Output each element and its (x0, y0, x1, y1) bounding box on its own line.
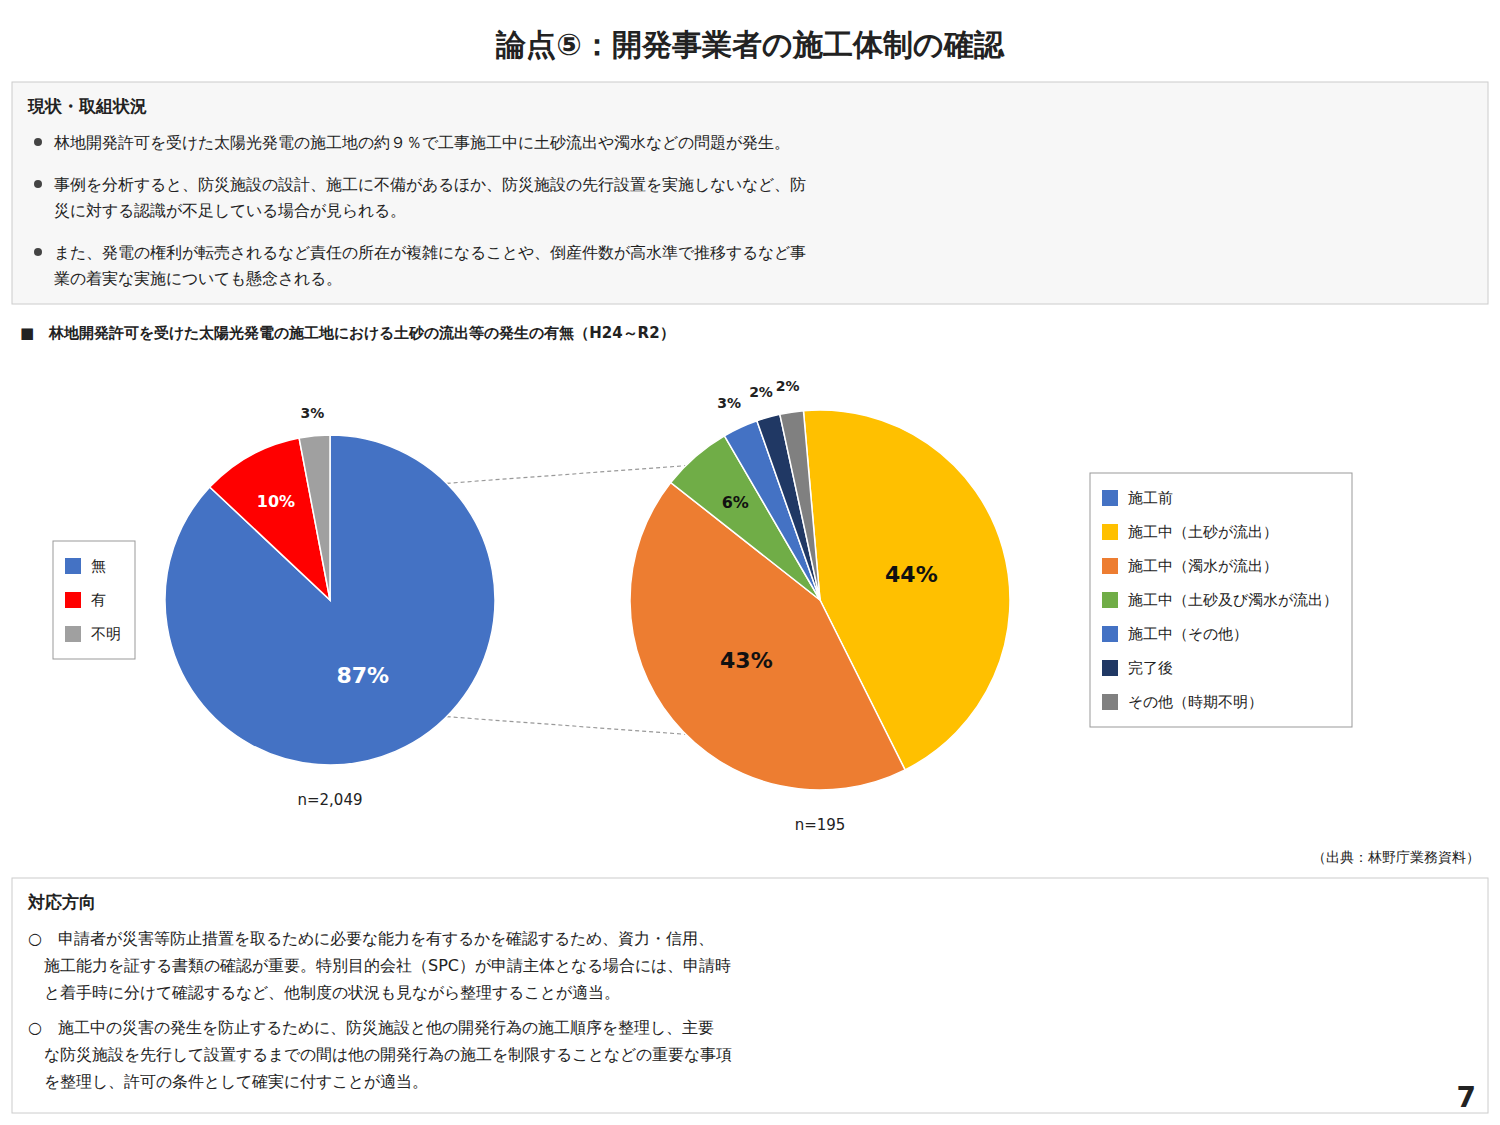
legend-box (53, 541, 135, 659)
bullet (34, 248, 42, 256)
bullet (34, 138, 42, 146)
data-label: 10% (257, 492, 295, 511)
bullet-text: 林地開発許可を受けた太陽光発電の施工地の約９％で工事施工中に土砂流出や濁水などの… (53, 133, 790, 152)
bullet-text: また、発電の権利が転売されるなど責任の所在が複雑になることや、倒産件数が高水準で… (54, 243, 806, 262)
data-label: 3% (300, 405, 324, 421)
legend: 無有不明 (53, 541, 135, 659)
chart-caption: ■ 林地開発許可を受けた太陽光発電の施工地における土砂の流出等の発生の有無（H2… (20, 324, 675, 342)
legend-swatch (65, 626, 81, 642)
annotation: n=2,049 (297, 791, 362, 809)
legend-entry: 有 (91, 591, 106, 609)
legend-swatch (1102, 524, 1118, 540)
legend-swatch (1102, 592, 1118, 608)
bullet-text: 事例を分析すると、防災施設の設計、施工に不備があるほか、防災施設の先行設置を実施… (54, 175, 806, 194)
section-current: 現状・取組状況林地開発許可を受けた太陽光発電の施工地の約９％で工事施工中に土砂流… (12, 82, 1488, 304)
legend-entry: 無 (91, 557, 106, 575)
page-number: 7 (1457, 1081, 1476, 1114)
legend-entry: その他（時期不明） (1128, 693, 1263, 711)
section-label: 対応方向 (27, 892, 96, 912)
legend-entry: 施工中（土砂及び濁水が流出） (1128, 591, 1338, 609)
response-text: ○ 申請者が災害等防止措置を取るために必要な能力を有するかを確認するため、資力・… (28, 929, 714, 948)
section-box (12, 878, 1488, 1113)
slice (780, 411, 820, 600)
section-box (12, 82, 1488, 304)
bullet-text: 災に対する認識が不足している場合が見られる。 (54, 201, 406, 220)
legend: 施工前施工中（土砂が流出） 施工中（濁水が流出） 施工中（土砂及び濁水が流出） 施工中… (1090, 473, 1352, 727)
title: 論点⑤：開発事業者の施工体制の確認 (495, 27, 1004, 62)
pie-chart: 44% 43% 6% 3% 2%2% 施工前施工中（土砂が流出） 施工中（濁水が流出） 施工中… (630, 378, 1352, 834)
legend-entry: 不明 (91, 625, 121, 643)
section-label: 現状・取組状況 (27, 96, 147, 116)
legend-entry: 完了後 (1128, 659, 1173, 677)
data-label: 2% (749, 384, 773, 400)
slice (299, 435, 330, 600)
slice (165, 435, 495, 765)
data-label: 2% (776, 378, 800, 394)
connector (447, 717, 686, 735)
legend-entry: 施工前 (1128, 489, 1173, 507)
response-text: ○ 施工中の災害の発生を防止するために、防災施設と他の開発行為の施工順序を整理し… (28, 1018, 714, 1037)
bullet-text: 業の着実な実施についても懸念される。 (54, 269, 342, 288)
pie-chart: 87% 10% 3% 無有不明 n=2,049 (53, 405, 495, 809)
response-text: を整理し、許可の条件として確実に付すことが適当。 (28, 1072, 428, 1091)
legend-swatch (1102, 694, 1118, 710)
response-text: な防災施設を先行して設置するまでの間は他の開発行為の施工を制限することなどの重要… (28, 1045, 732, 1064)
legend-swatch (65, 558, 81, 574)
legend-entry: 施工中（その他） (1128, 625, 1248, 643)
response-text: と着手時に分けて確認するなど、他制度の状況も見ながら整理することが適当。 (28, 983, 620, 1002)
annotation: n=195 (795, 816, 846, 834)
legend-swatch (1102, 490, 1118, 506)
slices (630, 410, 1010, 790)
legend-swatch (1102, 660, 1118, 676)
response-text: 施工能力を証する書類の確認が重要。特別目的会社（SPC）が申請主体となる場合には… (28, 956, 731, 975)
data-label: 6% (722, 493, 749, 512)
legend-swatch (1102, 626, 1118, 642)
legend-box (1090, 473, 1352, 727)
page: 論点⑤：開発事業者の施工体制の確認現状・取組状況林地開発許可を受けた太陽光発電の… (0, 0, 1500, 1125)
section-response: 対応方向 ○ 申請者が災害等防止措置を取るために必要な能力を有するかを確認するため… (12, 878, 1488, 1113)
data-label: 43% (720, 648, 773, 673)
legend-entry: 施工中（土砂が流出） (1128, 523, 1278, 541)
legend-swatch (65, 592, 81, 608)
legend-swatch (1102, 558, 1118, 574)
data-label: 3% (717, 395, 741, 411)
connector (447, 466, 686, 484)
source: （出典：林野庁業務資料） (1312, 849, 1480, 865)
slices (165, 435, 495, 765)
bullet (34, 180, 42, 188)
legend-entry: 施工中（濁水が流出） (1128, 557, 1278, 575)
data-label: 87% (336, 663, 389, 688)
data-label: 44% (885, 562, 938, 587)
